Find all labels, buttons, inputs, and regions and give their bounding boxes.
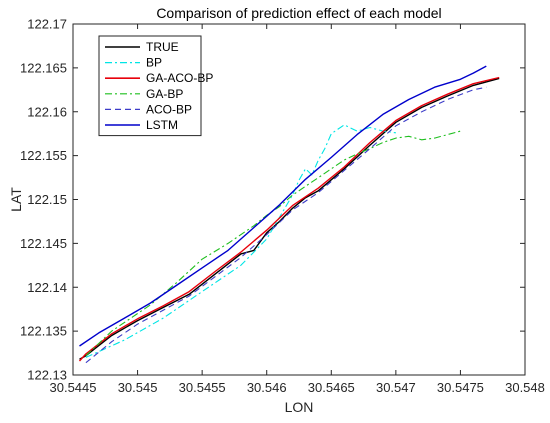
x-tick-label: 30.5445 bbox=[50, 380, 97, 395]
x-tick-label: 30.5455 bbox=[179, 380, 226, 395]
y-tick-label: 122.145 bbox=[20, 236, 67, 251]
x-tick-label: 30.545 bbox=[118, 380, 158, 395]
legend-label-bp: BP bbox=[146, 56, 162, 70]
x-tick-label: 30.547 bbox=[376, 380, 416, 395]
y-tick-label: 122.155 bbox=[20, 148, 67, 163]
y-tick-label: 122.165 bbox=[20, 60, 67, 75]
x-axis-label: LON bbox=[285, 399, 314, 415]
legend-label-ga-aco-bp: GA-ACO-BP bbox=[146, 71, 213, 85]
legend-label-lstm: LSTM bbox=[146, 118, 178, 132]
y-tick-label: 122.15 bbox=[27, 192, 67, 207]
series-line-ga-bp bbox=[85, 130, 461, 357]
x-tick-label: 30.5475 bbox=[437, 380, 484, 395]
legend-box bbox=[98, 35, 202, 137]
y-tick-label: 122.14 bbox=[27, 280, 67, 295]
y-tick-label: 122.16 bbox=[27, 104, 67, 119]
series-line-aco-bp bbox=[85, 86, 487, 364]
x-axis-ticks: 30.5445 30.545 30.5455 30.546 30.5465 30.547 3… bbox=[50, 24, 545, 395]
series-line-true bbox=[79, 77, 500, 360]
series-line-ga-aco-bp bbox=[78, 76, 500, 362]
x-tick-label: 30.5465 bbox=[308, 380, 355, 395]
y-axis-ticks: 122.13 122.135 122.14 122.145 122.15 122.155 1… bbox=[20, 17, 525, 383]
x-tick-label: 30.548 bbox=[505, 380, 545, 395]
series-line-lstm bbox=[79, 65, 487, 347]
series-layer bbox=[78, 65, 500, 364]
legend-label-aco-bp: ACO-BP bbox=[146, 102, 192, 116]
y-tick-label: 122.13 bbox=[27, 368, 67, 383]
y-tick-label: 122.17 bbox=[27, 17, 67, 32]
legend-label-ga-bp: GA-BP bbox=[146, 87, 183, 101]
legend-label-true: TRUE bbox=[146, 40, 179, 54]
x-tick-label: 30.546 bbox=[247, 380, 287, 395]
y-tick-label: 122.135 bbox=[20, 324, 67, 339]
y-axis-label: LAT bbox=[8, 187, 24, 212]
chart-title: Comparison of prediction effect of each … bbox=[156, 5, 441, 21]
